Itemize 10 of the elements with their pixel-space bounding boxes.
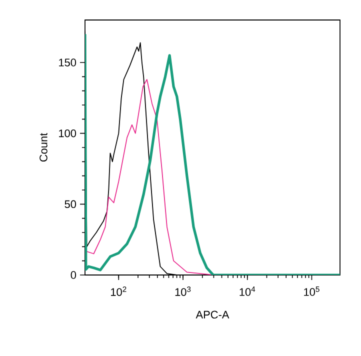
y-tick-label: 0	[70, 271, 76, 279]
x-tick-label: 10$^{3}$	[175, 286, 191, 296]
y-axis-title: Count	[40, 132, 48, 162]
x-tick-label: 10$^{4}$	[240, 286, 256, 296]
x-tick-label: 10$^{5}$	[304, 286, 320, 296]
x-tick-label: 10$^{2}$	[111, 286, 126, 296]
x-axis-title: APC-A	[196, 310, 230, 319]
y-tick-label: 150	[59, 58, 76, 66]
y-tick-label: 100	[59, 129, 76, 138]
y-tick-label: 50	[64, 200, 76, 208]
